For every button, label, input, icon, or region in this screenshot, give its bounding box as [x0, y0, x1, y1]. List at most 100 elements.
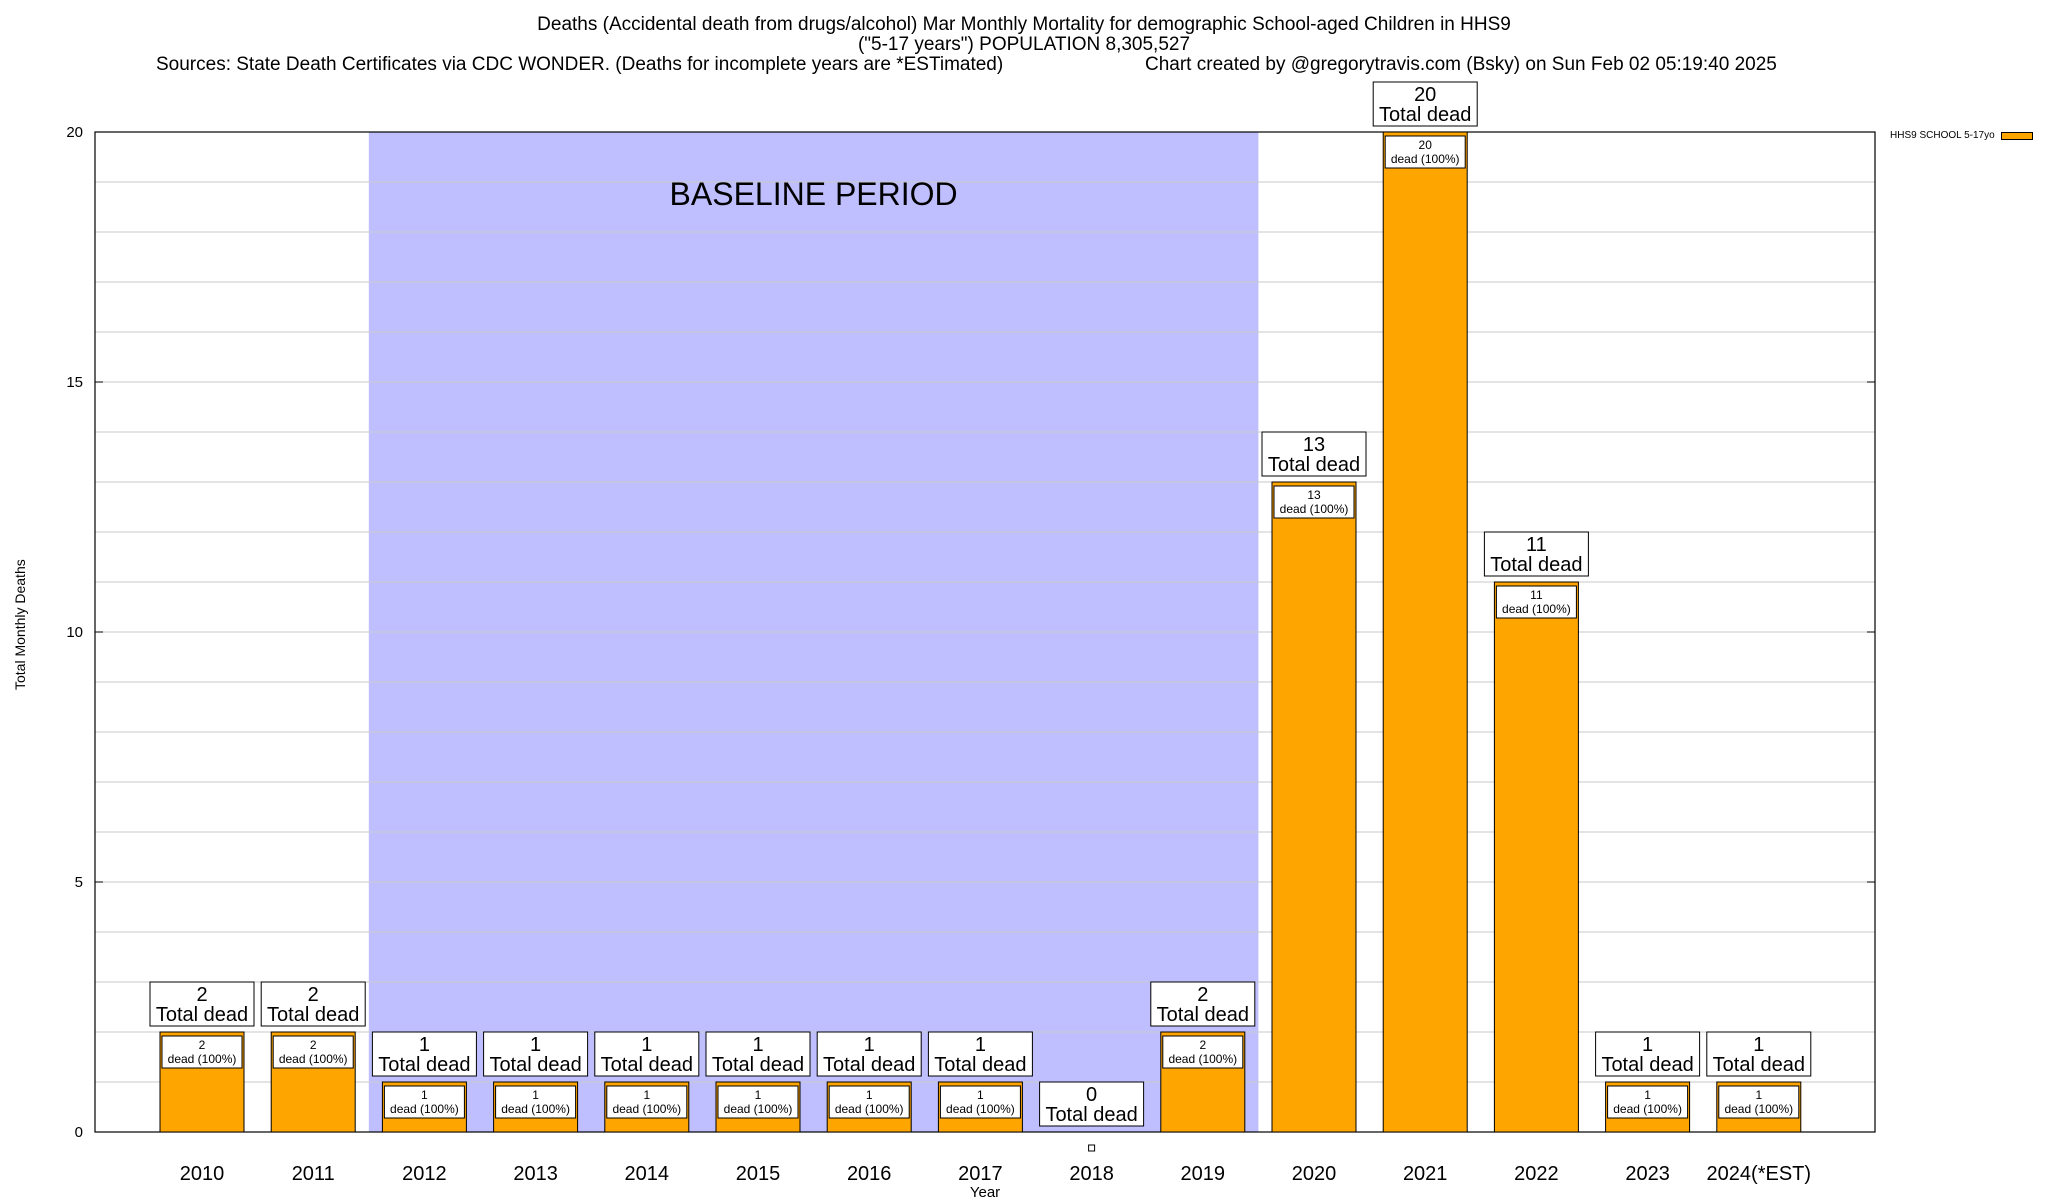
total-value: 0	[1086, 1084, 1097, 1106]
x-tick-label: 2014	[625, 1163, 670, 1185]
total-label-box	[1372, 81, 1478, 127]
x-tick-label: 2013	[513, 1163, 558, 1185]
bar-inner-value: 2	[199, 1038, 206, 1052]
y-tick-label: 10	[66, 624, 83, 641]
total-value: 1	[975, 1034, 986, 1056]
legend-label: HHS9 SCHOOL 5-17yo	[1890, 130, 1995, 141]
y-tick-label: 5	[75, 874, 83, 891]
zero-marker	[1088, 1144, 1096, 1152]
total-label-box	[1150, 981, 1256, 1027]
total-label: Total dead	[601, 1054, 693, 1076]
total-label-box	[1039, 1081, 1145, 1127]
bar-inner-label: dead (100%)	[279, 1052, 348, 1066]
bar-inner-label-box	[495, 1085, 577, 1119]
x-tick-label: 2015	[736, 1163, 781, 1185]
bar-inner-label: dead (100%)	[724, 1102, 793, 1116]
bar-inner-label-box	[1384, 135, 1466, 169]
bar-inner-label-box	[828, 1085, 910, 1119]
total-label-box	[1706, 1031, 1812, 1077]
legend-swatch	[2000, 131, 2033, 140]
total-value: 1	[864, 1034, 875, 1056]
bar-inner-label-box	[383, 1085, 465, 1119]
bar-inner-label-box	[1607, 1085, 1689, 1119]
bar-inner-label: dead (100%)	[835, 1102, 904, 1116]
total-value: 11	[1526, 534, 1547, 556]
bar-inner-label: dead (100%)	[501, 1102, 570, 1116]
total-value: 13	[1303, 434, 1325, 456]
x-tick-label: 2019	[1181, 1163, 1226, 1185]
x-tick-label: 2023	[1625, 1163, 1670, 1185]
bar-inner-label-box	[272, 1035, 354, 1069]
bar-inner-value: 1	[643, 1088, 650, 1102]
total-label: Total dead	[156, 1004, 248, 1026]
x-tick-label: 2020	[1292, 1163, 1337, 1185]
bar-inner-value: 1	[1644, 1088, 1651, 1102]
bar-inner-value: 1	[421, 1088, 428, 1102]
bar-inner-label: dead (100%)	[946, 1102, 1015, 1116]
bar-inner-value: 13	[1307, 488, 1321, 502]
total-label-box	[705, 1031, 811, 1077]
total-label: Total dead	[1045, 1104, 1137, 1126]
total-value: 20	[1414, 84, 1436, 106]
bar-inner-value: 1	[866, 1088, 873, 1102]
chart-sources: Sources: State Death Certificates via CD…	[156, 54, 1004, 75]
bar-inner-value: 20	[1419, 138, 1433, 152]
baseline-label: BASELINE PERIOD	[670, 176, 958, 212]
x-tick-label: 2024(*EST)	[1707, 1163, 1812, 1185]
total-label-box	[149, 981, 255, 1027]
total-label-box	[1261, 431, 1367, 477]
total-label: Total dead	[267, 1004, 359, 1026]
total-value: 2	[308, 984, 319, 1006]
bar-inner-label-box	[161, 1035, 243, 1069]
y-tick-label: 20	[66, 124, 83, 141]
total-label: Total dead	[378, 1054, 470, 1076]
total-value: 1	[1753, 1034, 1764, 1056]
bar-inner-label-box	[1495, 585, 1577, 619]
bar-inner-value: 2	[1199, 1038, 1206, 1052]
bar-inner-value: 1	[977, 1088, 984, 1102]
total-label: Total dead	[489, 1054, 581, 1076]
bar-inner-label-box	[1162, 1035, 1244, 1069]
bar-inner-label-box	[1718, 1085, 1800, 1119]
x-axis-label: Year	[970, 1184, 1000, 1200]
total-label: Total dead	[1713, 1054, 1805, 1076]
total-label: Total dead	[1490, 554, 1582, 576]
bar-inner-label: dead (100%)	[612, 1102, 681, 1116]
bar-inner-value: 11	[1530, 588, 1543, 602]
bar-inner-label: dead (100%)	[1280, 502, 1349, 516]
total-value: 1	[641, 1034, 652, 1056]
total-value: 1	[752, 1034, 763, 1056]
x-tick-label: 2010	[180, 1163, 225, 1185]
bar-inner-value: 1	[532, 1088, 539, 1102]
bar-inner-label: dead (100%)	[1502, 602, 1571, 616]
total-label-box	[371, 1031, 477, 1077]
total-label: Total dead	[1601, 1054, 1693, 1076]
bar-inner-label: dead (100%)	[168, 1052, 237, 1066]
total-value: 1	[530, 1034, 541, 1056]
y-tick-label: 0	[75, 1124, 83, 1141]
total-label: Total dead	[1379, 104, 1471, 126]
chart-credit: Chart created by @gregorytravis.com (Bsk…	[1145, 54, 1777, 75]
x-tick-label: 2021	[1403, 1163, 1448, 1185]
total-value: 2	[1197, 984, 1208, 1006]
total-label-box	[594, 1031, 700, 1077]
x-tick-label: 2016	[847, 1163, 892, 1185]
total-label: Total dead	[1157, 1004, 1249, 1026]
bar-inner-value: 1	[755, 1088, 762, 1102]
total-label: Total dead	[1268, 454, 1360, 476]
x-tick-label: 2018	[1069, 1163, 1114, 1185]
total-label: Total dead	[712, 1054, 804, 1076]
x-tick-label: 2017	[958, 1163, 1003, 1185]
total-label-box	[927, 1031, 1033, 1077]
total-label-box	[1483, 531, 1589, 577]
bar-inner-label: dead (100%)	[1613, 1102, 1682, 1116]
legend: HHS9 SCHOOL 5-17yo	[1890, 130, 2033, 141]
total-value: 2	[196, 984, 207, 1006]
total-label: Total dead	[934, 1054, 1026, 1076]
chart-title-line2: ("5-17 years") POPULATION 8,305,527	[857, 34, 1191, 55]
x-tick-label: 2012	[402, 1163, 447, 1185]
chart-title-line1: Deaths (Accidental death from drugs/alco…	[537, 14, 1511, 35]
bar-inner-label: dead (100%)	[1391, 152, 1460, 166]
x-tick-label: 2022	[1514, 1163, 1559, 1185]
